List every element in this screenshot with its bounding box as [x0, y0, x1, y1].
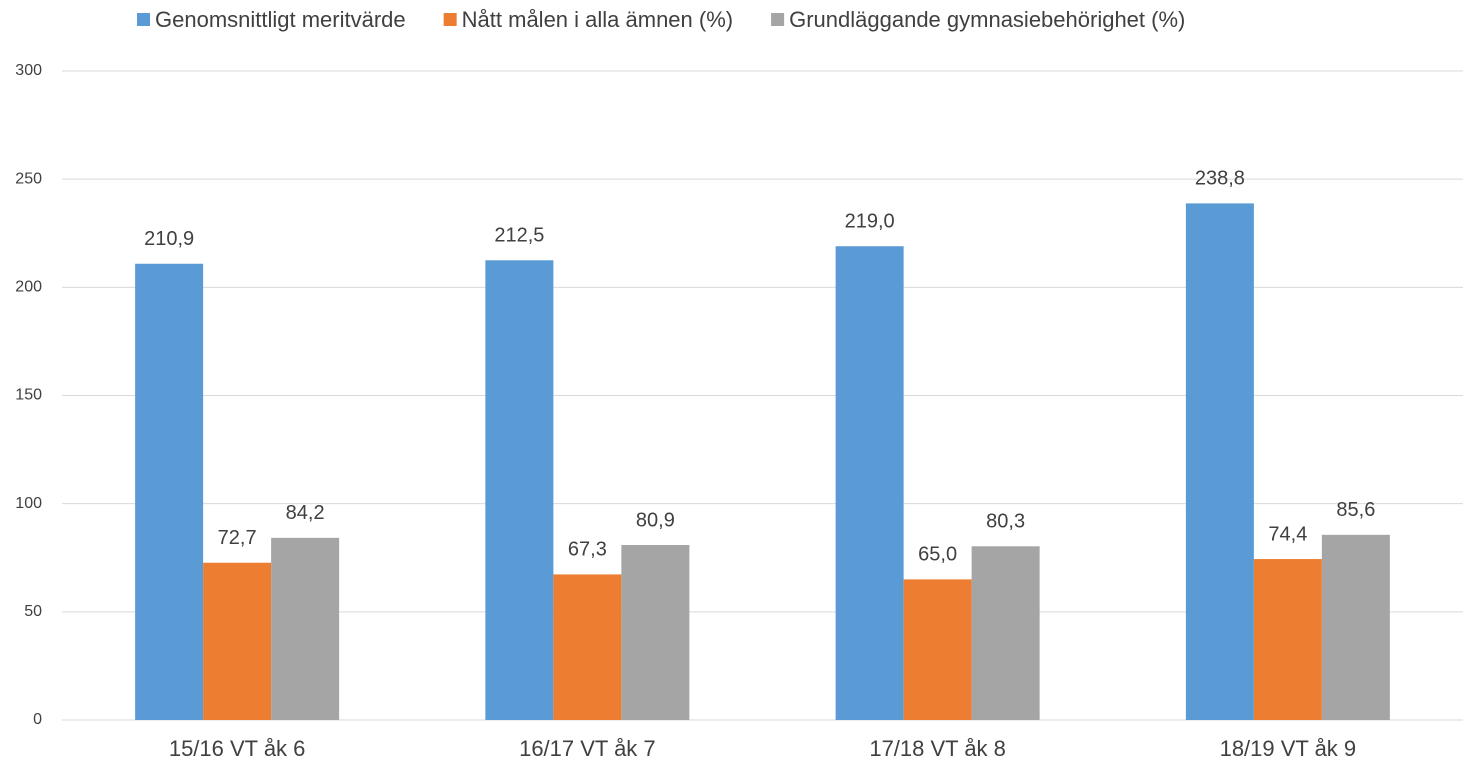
x-tick-label: 16/17 VT åk 7	[519, 736, 656, 761]
value-label: 65,0	[918, 544, 957, 566]
y-tick-label: 50	[24, 603, 42, 620]
bar	[1185, 203, 1254, 720]
legend-swatch	[771, 13, 785, 26]
x-tick-label: 18/19 VT åk 9	[1220, 736, 1357, 761]
bar	[553, 574, 622, 720]
x-tick-label: 17/18 VT åk 8	[869, 736, 1006, 761]
value-label: 238,8	[1195, 168, 1245, 190]
bar	[903, 579, 972, 720]
value-label: 219,0	[845, 211, 895, 233]
y-tick-label: 150	[15, 387, 42, 404]
bar	[203, 562, 272, 720]
value-label: 80,9	[636, 509, 675, 531]
value-label: 72,7	[218, 527, 257, 549]
bar	[971, 546, 1040, 720]
legend-label: Grundläggande gymnasiebehörighet (%)	[789, 7, 1185, 32]
y-tick-label: 100	[15, 495, 42, 512]
bar	[1321, 534, 1390, 720]
legend-swatch	[137, 13, 150, 26]
bar	[835, 246, 904, 721]
value-label: 74,4	[1268, 523, 1307, 545]
bar	[485, 260, 554, 720]
value-label: 85,6	[1336, 499, 1375, 521]
legend-swatch	[443, 13, 457, 26]
bar	[271, 537, 340, 720]
x-tick-label: 15/16 VT åk 6	[169, 736, 306, 761]
value-label: 212,5	[494, 225, 544, 247]
y-tick-label: 0	[33, 711, 42, 728]
y-tick-label: 200	[15, 279, 42, 296]
bar	[1253, 559, 1322, 720]
value-label: 84,2	[286, 502, 325, 524]
y-tick-label: 300	[15, 62, 42, 79]
value-label: 67,3	[568, 539, 607, 561]
legend-label: Genomsnittligt meritvärde	[155, 7, 406, 32]
bar	[135, 263, 204, 720]
value-label: 210,9	[144, 228, 194, 250]
legend-label: Nått målen i alla ämnen (%)	[462, 7, 733, 32]
bar	[621, 544, 690, 720]
y-tick-label: 250	[15, 170, 42, 187]
value-label: 80,3	[986, 511, 1025, 533]
